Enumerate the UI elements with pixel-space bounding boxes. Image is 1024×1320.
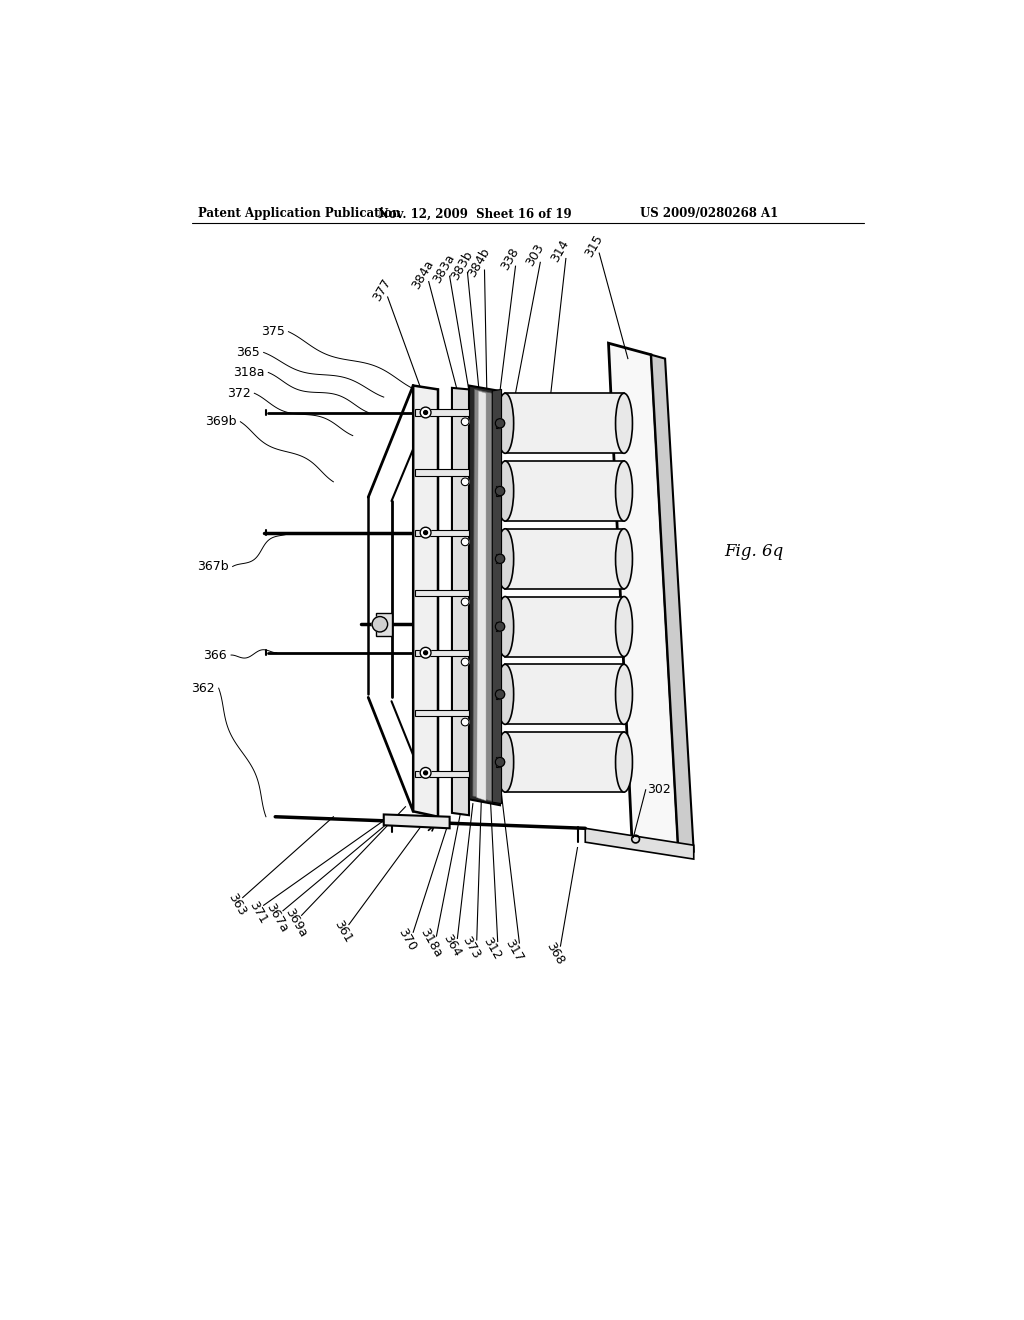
Polygon shape [415, 590, 469, 595]
Ellipse shape [497, 733, 514, 792]
Circle shape [496, 622, 505, 631]
Text: 371: 371 [247, 899, 269, 925]
Polygon shape [505, 597, 624, 656]
Circle shape [496, 758, 505, 767]
Polygon shape [376, 612, 391, 636]
Polygon shape [414, 385, 438, 817]
Text: US 2009/0280268 A1: US 2009/0280268 A1 [640, 207, 778, 220]
Polygon shape [496, 622, 500, 631]
Text: 318a: 318a [232, 366, 264, 379]
Circle shape [424, 771, 428, 775]
Text: 363: 363 [225, 891, 249, 919]
Text: Nov. 12, 2009  Sheet 16 of 19: Nov. 12, 2009 Sheet 16 of 19 [379, 207, 572, 220]
Text: 369b: 369b [205, 416, 237, 428]
Polygon shape [477, 391, 486, 800]
Ellipse shape [615, 393, 633, 453]
Polygon shape [384, 814, 450, 829]
Text: Fig. 6q: Fig. 6q [725, 543, 784, 560]
Polygon shape [496, 554, 500, 564]
Text: 367b: 367b [198, 560, 228, 573]
Circle shape [461, 478, 469, 486]
Polygon shape [415, 710, 469, 715]
Text: 375: 375 [261, 325, 285, 338]
Circle shape [420, 767, 431, 779]
Text: 317: 317 [502, 937, 525, 964]
Polygon shape [608, 343, 678, 847]
Text: 338: 338 [499, 246, 521, 273]
Polygon shape [496, 689, 500, 700]
Circle shape [461, 418, 469, 425]
Text: 372: 372 [226, 387, 251, 400]
Circle shape [372, 616, 388, 632]
Polygon shape [415, 470, 469, 475]
Text: 312: 312 [480, 935, 504, 962]
Ellipse shape [615, 664, 633, 725]
Polygon shape [415, 409, 469, 416]
Ellipse shape [497, 664, 514, 725]
Circle shape [496, 554, 505, 564]
Text: 314: 314 [549, 238, 571, 265]
Polygon shape [467, 385, 500, 805]
Text: 366: 366 [204, 648, 227, 661]
Circle shape [496, 418, 505, 428]
Text: 370: 370 [396, 925, 419, 953]
Text: 384a: 384a [410, 257, 436, 292]
Polygon shape [415, 649, 469, 656]
Polygon shape [496, 758, 500, 767]
Ellipse shape [615, 529, 633, 589]
Ellipse shape [497, 597, 514, 656]
Text: 364: 364 [440, 932, 463, 960]
Circle shape [424, 651, 428, 655]
Circle shape [420, 407, 431, 418]
Polygon shape [586, 829, 693, 859]
Text: 383a: 383a [430, 252, 458, 286]
Circle shape [424, 411, 428, 414]
Circle shape [461, 598, 469, 606]
Polygon shape [415, 771, 469, 777]
Circle shape [461, 659, 469, 665]
Ellipse shape [615, 461, 633, 521]
Polygon shape [505, 733, 624, 792]
Polygon shape [415, 529, 469, 536]
Text: 369a: 369a [283, 906, 309, 940]
Text: 377: 377 [371, 276, 393, 304]
Polygon shape [505, 664, 624, 725]
Circle shape [424, 531, 428, 535]
Polygon shape [493, 389, 502, 804]
Text: 318a: 318a [418, 927, 444, 960]
Polygon shape [496, 418, 500, 428]
Text: 367a: 367a [264, 902, 291, 935]
Circle shape [496, 487, 505, 496]
Polygon shape [473, 389, 493, 801]
Text: 303: 303 [523, 242, 546, 269]
Text: 315: 315 [582, 232, 605, 260]
Polygon shape [505, 393, 624, 453]
Polygon shape [505, 529, 624, 589]
Ellipse shape [497, 529, 514, 589]
Ellipse shape [615, 733, 633, 792]
Text: 365: 365 [236, 346, 260, 359]
Polygon shape [496, 487, 500, 496]
Ellipse shape [615, 597, 633, 656]
Ellipse shape [497, 461, 514, 521]
Text: 383b: 383b [449, 248, 475, 282]
Ellipse shape [497, 393, 514, 453]
Text: 384b: 384b [465, 246, 493, 280]
Text: 361: 361 [332, 919, 354, 945]
Circle shape [420, 647, 431, 659]
Polygon shape [651, 355, 693, 851]
Text: Patent Application Publication: Patent Application Publication [198, 207, 400, 220]
Circle shape [461, 718, 469, 726]
Text: 368: 368 [544, 940, 566, 966]
Text: 373: 373 [460, 933, 482, 961]
Text: 362: 362 [191, 681, 215, 694]
Circle shape [461, 539, 469, 545]
Circle shape [420, 527, 431, 539]
Polygon shape [452, 388, 469, 816]
Text: 302: 302 [647, 783, 671, 796]
Polygon shape [505, 461, 624, 521]
Circle shape [496, 689, 505, 700]
